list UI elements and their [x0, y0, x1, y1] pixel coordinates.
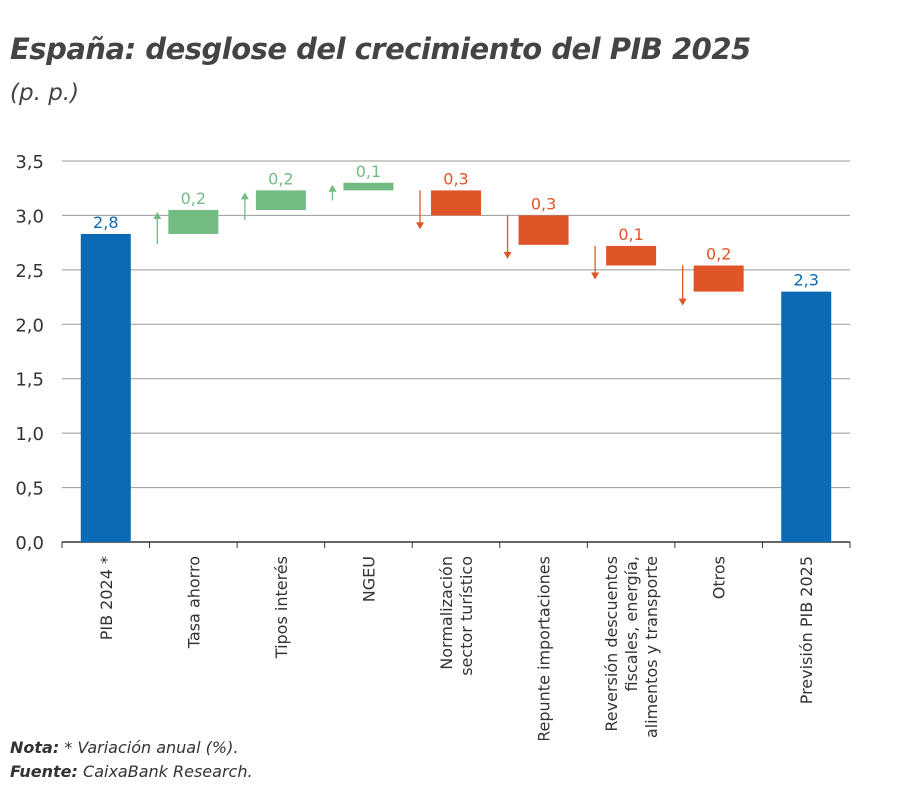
data-label: 0,2	[181, 189, 206, 208]
bar	[168, 209, 219, 234]
x-tick-label: PIB 2024 *	[97, 556, 116, 640]
y-tick-label: 3,5	[15, 152, 44, 173]
x-tick-label: sector turístico	[457, 556, 476, 676]
bar	[255, 190, 306, 210]
y-tick-label: 2,5	[15, 261, 44, 282]
y-tick-label: 0,5	[15, 479, 44, 500]
source-label: Fuente:	[10, 762, 78, 781]
data-label: 0,3	[531, 194, 556, 213]
bar	[518, 215, 569, 245]
data-label: 2,3	[793, 271, 818, 290]
waterfall-chart: 0,0 0,5 1,0 1,5 2,0 2,5 3,0 3,5 2,8 PIB 2024 * 0,2…	[15, 152, 851, 740]
note-label: Nota:	[10, 738, 60, 757]
y-tick-label: 3,0	[15, 206, 44, 227]
arrow-down-head	[591, 272, 600, 280]
source: Fuente: CaixaBank Research.	[10, 762, 253, 781]
data-label: 0,3	[443, 169, 468, 188]
bar	[606, 245, 657, 266]
data-label: 0,1	[356, 162, 381, 181]
x-tick-label: alimentos y transporte	[642, 556, 661, 738]
y-tick-label: 1,0	[15, 424, 44, 445]
chart-subtitle: (p. p.)	[10, 80, 80, 106]
x-tick-label: Reversión descuentos	[602, 556, 621, 732]
note: Nota: * Variación anual (%).	[10, 738, 238, 757]
arrow-up-head	[240, 192, 249, 200]
arrow-down-head	[503, 251, 512, 259]
bar	[693, 265, 744, 292]
arrow-up-head	[328, 184, 337, 192]
y-tick-label: 1,5	[15, 370, 44, 391]
arrow-down-head	[678, 298, 687, 306]
x-tick-label: Normalización	[437, 556, 456, 670]
data-label: 2,8	[93, 213, 118, 232]
bar	[80, 233, 131, 543]
data-label: 0,2	[268, 169, 293, 188]
y-tick-label: 2,0	[15, 315, 44, 336]
y-tick-label: 0,0	[15, 533, 44, 554]
data-label: 0,2	[706, 245, 731, 264]
chart-title: España: desglose del crecimiento del PIB…	[10, 32, 751, 66]
x-tick-label: Tasa ahorro	[184, 556, 203, 649]
x-tick-label: Previsión PIB 2025	[797, 556, 816, 704]
source-text: CaixaBank Research.	[77, 762, 253, 781]
bar	[343, 182, 394, 191]
data-label: 0,1	[618, 225, 643, 244]
x-tick-label: fiscales, energía,	[622, 556, 641, 691]
arrow-up-head	[153, 211, 162, 219]
x-tick-label: Repunte importaciones	[535, 556, 554, 740]
x-tick-label: NGEU	[359, 556, 378, 602]
note-text: * Variación anual (%).	[59, 738, 239, 757]
arrow-down-head	[416, 222, 424, 230]
x-tick-label: Tipos interés	[272, 556, 291, 659]
bar	[781, 291, 832, 542]
x-tick-label: Otros	[710, 556, 729, 599]
bar	[431, 190, 481, 216]
